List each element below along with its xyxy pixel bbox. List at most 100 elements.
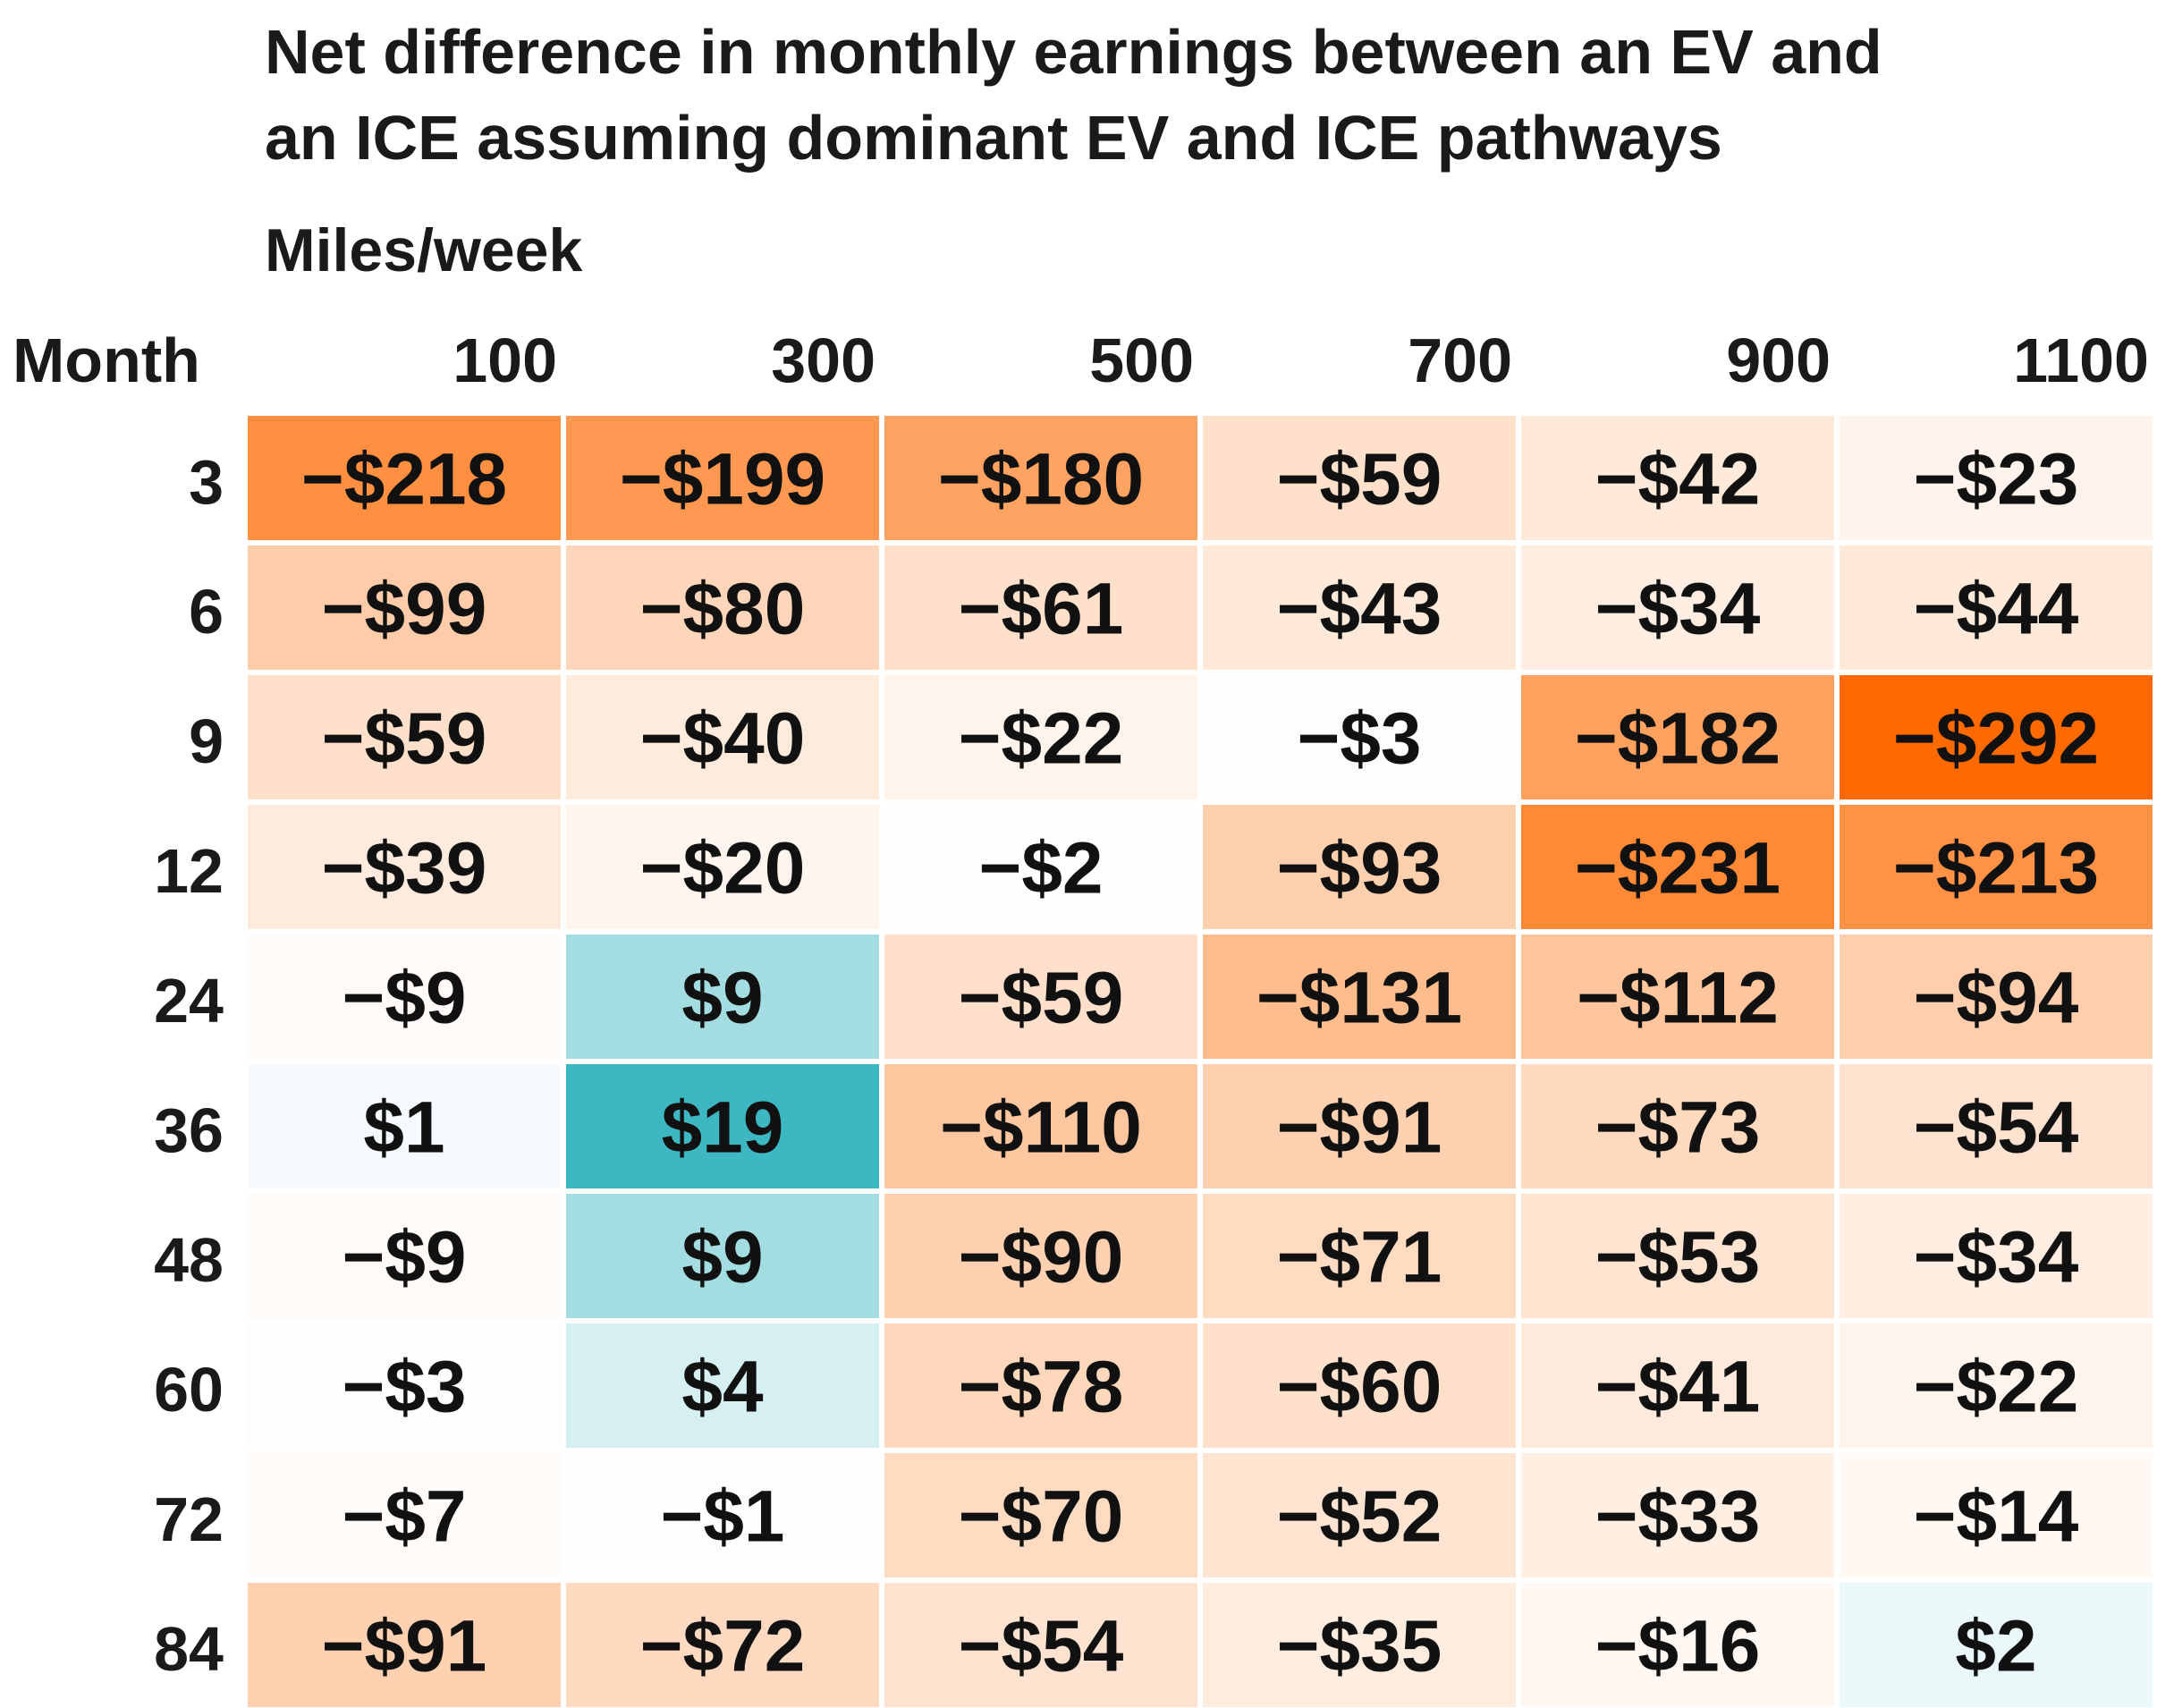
- cell-value-label: −$54: [1914, 1087, 2079, 1169]
- cell-value-label: −$52: [1277, 1476, 1442, 1558]
- cell-value-label: $9: [681, 958, 763, 1039]
- cell-value-label: −$80: [640, 569, 806, 650]
- cell-value-label: −$40: [640, 698, 806, 780]
- cell-value-label: −$59: [1277, 439, 1442, 520]
- cell-value-label: −$2: [978, 828, 1103, 909]
- heatmap-cell: [1840, 675, 2153, 799]
- heatmap-cell: [566, 1583, 879, 1707]
- heatmap-cell: [1203, 1453, 1516, 1577]
- cell-value-label: −$180: [938, 439, 1144, 520]
- heatmap-cell: [884, 416, 1197, 540]
- x-tick-label: 100: [453, 326, 557, 395]
- y-tick-label: 72: [154, 1484, 224, 1554]
- heatmap-cell: [1840, 805, 2153, 929]
- heatmap-cell: [884, 934, 1197, 1059]
- cell-value-label: −$110: [940, 1087, 1142, 1169]
- cell-value-label: −$3: [1297, 698, 1421, 780]
- cell-value-label: −$94: [1914, 958, 2079, 1039]
- y-tick-label: 24: [154, 966, 224, 1036]
- cell-value-label: −$71: [1277, 1217, 1442, 1298]
- heatmap-cell: [884, 545, 1197, 670]
- y-tick-label: 6: [189, 577, 224, 647]
- heatmap-cell: [1840, 1194, 2153, 1318]
- cell-value-label: −$292: [1893, 698, 2099, 780]
- y-tick-label: 3: [189, 447, 224, 517]
- cell-value-label: −$41: [1595, 1347, 1761, 1428]
- chart-title-line-2: an ICE assuming dominant EV and ICE path…: [265, 103, 1722, 173]
- heatmap-cell: [1203, 805, 1516, 929]
- heatmap-cell: [1840, 1453, 2153, 1577]
- heatmap-cell: [248, 1323, 561, 1448]
- heatmap-cell: [248, 1194, 561, 1318]
- cell-value-label: −$22: [959, 698, 1124, 780]
- heatmap-cell: [1521, 1583, 1834, 1707]
- cell-value-label: −$20: [640, 828, 806, 909]
- heatmap-cell: [566, 1323, 879, 1448]
- heatmap-cell: [248, 675, 561, 799]
- heatmap-cell: [566, 805, 879, 929]
- heatmap-cell: [1521, 805, 1834, 929]
- cell-value-label: −$199: [620, 439, 825, 520]
- chart-title-line-1: Net difference in monthly earnings betwe…: [265, 17, 1882, 87]
- cell-value-label: $1: [363, 1087, 444, 1169]
- cell-value-label: −$7: [342, 1476, 466, 1558]
- cell-value-label: −$54: [959, 1606, 1124, 1687]
- heatmap-cell: [248, 545, 561, 670]
- heatmap-cell: [884, 1583, 1197, 1707]
- cell-value-label: $19: [662, 1087, 784, 1169]
- heatmap-cell: [884, 1323, 1197, 1448]
- heatmap-cell: [1521, 545, 1834, 670]
- cell-value-label: −$231: [1575, 828, 1781, 909]
- heatmap-cell: [566, 416, 879, 540]
- heatmap-cell: [566, 1194, 879, 1318]
- heatmap-cell: [1521, 1323, 1834, 1448]
- x-tick-label: 1100: [2013, 326, 2149, 395]
- heatmap-cell: [1203, 545, 1516, 670]
- x-tick-labels: 100 300 500 700 900 1100: [453, 326, 2149, 395]
- cell-value-label: −$112: [1577, 958, 1779, 1039]
- cell-value-label: $2: [1955, 1606, 2036, 1687]
- heatmap-cell: [1840, 1583, 2153, 1707]
- heatmap-cell: [248, 1064, 561, 1188]
- cell-value-label: −$35: [1277, 1606, 1442, 1687]
- cell-value-label: −$14: [1914, 1476, 2079, 1558]
- y-tick-label: 36: [154, 1095, 224, 1165]
- heatmap-cell: [1203, 675, 1516, 799]
- cell-value-label: −$73: [1595, 1087, 1761, 1169]
- cell-value-label: −$34: [1914, 1217, 2079, 1298]
- heatmap-cell: [884, 1453, 1197, 1577]
- x-tick-label: 900: [1726, 326, 1831, 395]
- cell-value-label: −$218: [301, 439, 507, 520]
- y-tick-label: 60: [154, 1355, 224, 1425]
- cell-value-label: −$9: [342, 1217, 466, 1298]
- heatmap-cells: [248, 416, 2153, 1707]
- cell-value-label: −$23: [1914, 439, 2079, 520]
- cell-value-label: −$3: [342, 1347, 466, 1428]
- heatmap-cell: [566, 1453, 879, 1577]
- cell-value-label: −$213: [1893, 828, 2099, 909]
- cell-value-label: −$34: [1595, 569, 1761, 650]
- heatmap-cell: [248, 805, 561, 929]
- y-tick-label: 9: [189, 706, 224, 776]
- cell-value-label: −$60: [1277, 1347, 1442, 1428]
- cell-value-label: −$99: [322, 569, 487, 650]
- heatmap-cell: [248, 1583, 561, 1707]
- cell-value-label: −$59: [959, 958, 1124, 1039]
- cell-value-label: −$131: [1256, 958, 1462, 1039]
- cell-value-label: $4: [681, 1347, 764, 1428]
- cell-value-label: −$33: [1595, 1476, 1761, 1558]
- cell-value-label: −$53: [1595, 1217, 1761, 1298]
- y-axis-label: Month: [13, 326, 200, 395]
- heatmap-cell: [1203, 1583, 1516, 1707]
- heatmap-cell: [248, 934, 561, 1059]
- heatmap-cell: [248, 1453, 561, 1577]
- cell-value-label: −$42: [1595, 439, 1761, 520]
- heatmap-cell: [248, 416, 561, 540]
- y-tick-label: 48: [154, 1225, 224, 1295]
- cell-value-label: −$16: [1595, 1606, 1761, 1687]
- heatmap-cell: [884, 675, 1197, 799]
- heatmap-cell: [1521, 1194, 1834, 1318]
- cell-value-label: −$39: [322, 828, 487, 909]
- cell-value-label: $9: [681, 1217, 763, 1298]
